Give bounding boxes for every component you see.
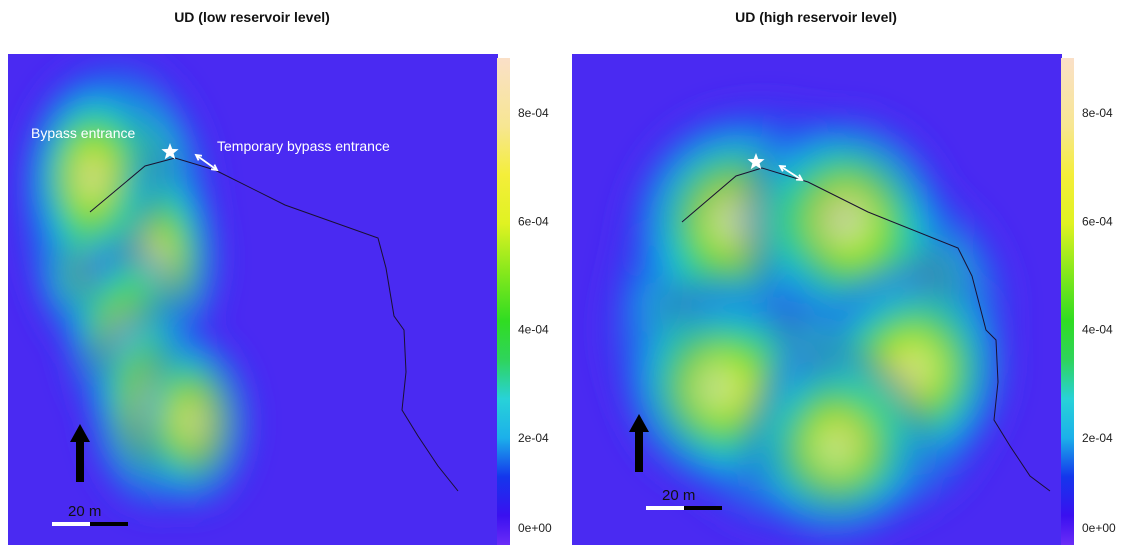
scale-bar-label: 20 m bbox=[68, 503, 101, 520]
colorbar-tick-label: 0e+00 bbox=[518, 521, 552, 535]
bypass-entrance-label: Bypass entrance bbox=[31, 125, 135, 141]
colorbar-tick-label: 6e-04 bbox=[1082, 214, 1113, 228]
temporary-bypass-double-arrow-icon bbox=[194, 153, 219, 172]
ud-low-panel: UD (low reservoir level) 0e+00 2e-04 4e-04… bbox=[8, 9, 552, 545]
scale-bar-black bbox=[684, 506, 722, 510]
north-arrow-icon bbox=[629, 414, 649, 472]
temporary-bypass-entrance-label: Temporary bypass entrance bbox=[217, 138, 390, 154]
colorbar bbox=[497, 58, 510, 545]
ud-map: 0e+00 2e-04 4e-04 6e-04 8e-04 20 m bbox=[572, 54, 1116, 545]
ud-hotspot bbox=[734, 338, 940, 545]
ud-hotspot bbox=[129, 322, 260, 522]
colorbar-tick-label: 4e-04 bbox=[1082, 323, 1113, 337]
colorbar-tick-label: 6e-04 bbox=[518, 214, 549, 228]
colorbar-tick-label: 0e+00 bbox=[1082, 521, 1116, 535]
ud-high-panel: UD (high reservoir level) 0e+00 2e-04 4e-0… bbox=[564, 0, 1128, 545]
scale-bar-white bbox=[52, 522, 90, 526]
colorbar-tick-label: 2e-04 bbox=[1082, 431, 1113, 445]
chart-title: UD (high reservoir level) bbox=[735, 9, 897, 25]
scale-bar-label: 20 m bbox=[662, 487, 695, 504]
site-boundary-line bbox=[681, 167, 1051, 492]
north-arrow-icon bbox=[70, 424, 90, 482]
scale-bar-white bbox=[646, 506, 684, 510]
ud-hotspot bbox=[16, 62, 166, 291]
site-boundary-line bbox=[89, 157, 459, 492]
bypass-entrance-star-icon bbox=[747, 153, 765, 170]
chart-title: UD (low reservoir level) bbox=[174, 9, 330, 25]
colorbar-tick-label: 2e-04 bbox=[518, 431, 549, 445]
bypass-entrance-star-icon bbox=[161, 143, 179, 160]
colorbar-tick-label: 8e-04 bbox=[518, 106, 549, 120]
colorbar bbox=[1061, 58, 1074, 545]
colorbar-tick-label: 4e-04 bbox=[518, 323, 549, 337]
colorbar-tick-label: 8e-04 bbox=[1082, 106, 1113, 120]
temporary-bypass-double-arrow-icon bbox=[778, 164, 804, 182]
scale-bar-black bbox=[90, 522, 128, 526]
ud-map: 0e+00 2e-04 4e-04 6e-04 8e-04 20 m Bypass entr… bbox=[8, 54, 552, 545]
